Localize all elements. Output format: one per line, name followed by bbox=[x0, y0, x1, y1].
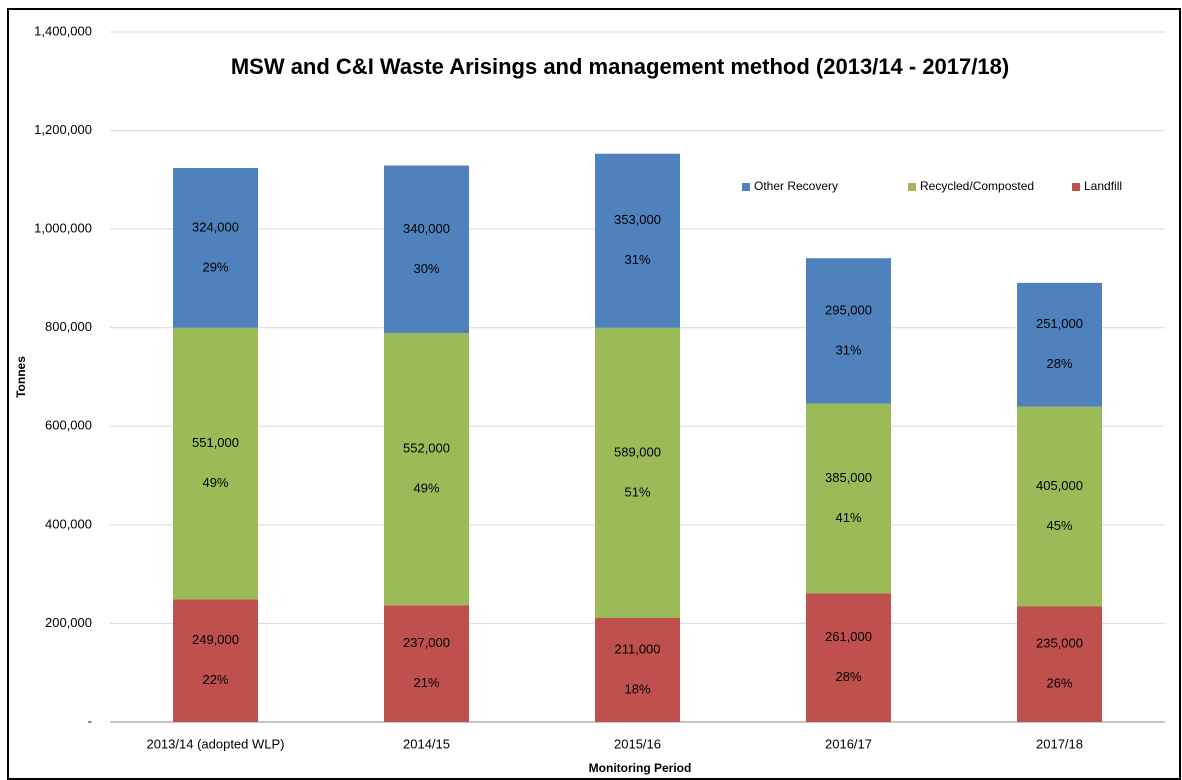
value-label: 251,000 bbox=[1036, 316, 1083, 331]
value-label: 340,000 bbox=[403, 221, 450, 236]
x-tick-label: 2015/16 bbox=[614, 736, 661, 751]
legend-label: Recycled/Composted bbox=[920, 179, 1034, 193]
bar-segment bbox=[1017, 606, 1102, 722]
bar-segment bbox=[1017, 282, 1102, 407]
y-tick-label: 1,400,000 bbox=[34, 23, 92, 38]
bar-segment bbox=[595, 327, 680, 619]
legend-label: Landfill bbox=[1084, 179, 1122, 193]
share-label: 51% bbox=[624, 484, 650, 499]
bar-segment bbox=[384, 333, 469, 606]
x-tick-label: 2017/18 bbox=[1036, 736, 1083, 751]
legend-swatch bbox=[908, 183, 916, 191]
value-label: 385,000 bbox=[825, 470, 872, 485]
y-tick-label: - bbox=[88, 713, 92, 728]
x-tick-label: 2013/14 (adopted WLP) bbox=[146, 736, 284, 751]
chart-title: MSW and C&I Waste Arisings and managemen… bbox=[231, 54, 1009, 79]
bar-segment bbox=[1017, 406, 1102, 607]
y-tick-label: 400,000 bbox=[45, 516, 92, 531]
share-label: 22% bbox=[202, 672, 228, 687]
share-label: 41% bbox=[835, 510, 861, 525]
share-label: 31% bbox=[835, 342, 861, 357]
y-tick-label: 1,000,000 bbox=[34, 221, 92, 236]
bar-segment bbox=[384, 165, 469, 334]
y-axis-label: Tonnes bbox=[14, 356, 28, 398]
share-label: 45% bbox=[1046, 518, 1072, 533]
value-label: 552,000 bbox=[403, 441, 450, 456]
bar-segment bbox=[173, 168, 258, 328]
x-tick-label: 2016/17 bbox=[825, 736, 872, 751]
share-label: 29% bbox=[202, 259, 228, 274]
share-label: 28% bbox=[1046, 356, 1072, 371]
share-label: 26% bbox=[1046, 676, 1072, 691]
bar-segment bbox=[595, 153, 680, 328]
share-label: 49% bbox=[202, 475, 228, 490]
value-label: 235,000 bbox=[1036, 636, 1083, 651]
share-label: 18% bbox=[624, 681, 650, 696]
bar-segment bbox=[806, 593, 891, 722]
x-axis-label: Monitoring Period bbox=[589, 761, 692, 775]
bar-segment bbox=[595, 618, 680, 722]
bar-segment bbox=[173, 327, 258, 600]
bar-segment bbox=[384, 605, 469, 722]
bar-segment bbox=[806, 258, 891, 404]
value-label: 237,000 bbox=[403, 635, 450, 650]
value-label: 551,000 bbox=[192, 435, 239, 450]
value-label: 589,000 bbox=[614, 444, 661, 459]
share-label: 31% bbox=[624, 252, 650, 267]
share-label: 21% bbox=[413, 675, 439, 690]
y-tick-label: 600,000 bbox=[45, 418, 92, 433]
value-label: 353,000 bbox=[614, 212, 661, 227]
share-label: 49% bbox=[413, 481, 439, 496]
share-label: 28% bbox=[835, 669, 861, 684]
legend-label: Other Recovery bbox=[754, 179, 838, 193]
bar-segment bbox=[173, 599, 258, 722]
share-label: 30% bbox=[413, 261, 439, 276]
y-tick-label: 1,200,000 bbox=[34, 122, 92, 137]
value-label: 295,000 bbox=[825, 302, 872, 317]
value-label: 249,000 bbox=[192, 632, 239, 647]
value-label: 261,000 bbox=[825, 629, 872, 644]
value-label: 324,000 bbox=[192, 219, 239, 234]
value-label: 405,000 bbox=[1036, 478, 1083, 493]
bar-segment bbox=[806, 403, 891, 594]
y-tick-label: 800,000 bbox=[45, 319, 92, 334]
y-tick-label: 200,000 bbox=[45, 615, 92, 630]
legend-swatch bbox=[1072, 183, 1080, 191]
value-label: 211,000 bbox=[614, 641, 660, 656]
legend-swatch bbox=[742, 183, 750, 191]
x-tick-label: 2014/15 bbox=[403, 736, 450, 751]
